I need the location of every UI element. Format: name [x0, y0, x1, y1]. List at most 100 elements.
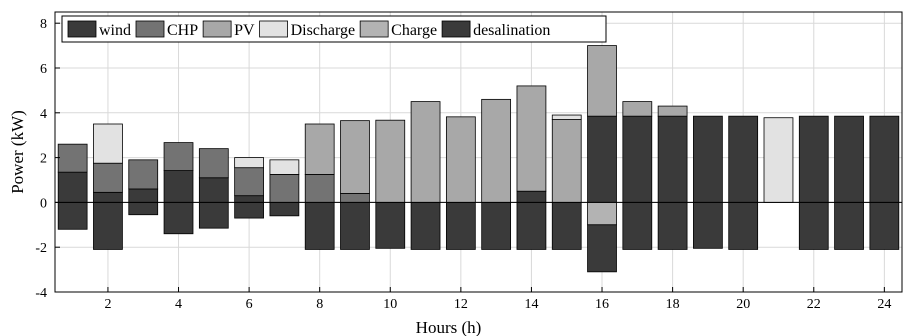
y-tick-label: -4	[35, 286, 47, 301]
bar-wind-hour-5	[198, 177, 229, 203]
bar-pv-hour-12	[445, 116, 476, 203]
legend-swatch-charge	[359, 20, 389, 38]
bar-desalination-hour-5	[198, 201, 229, 229]
bar-pv-hour-10	[375, 119, 406, 203]
bar-chp-hour-2	[93, 162, 123, 193]
bar-desalination-hour-2	[93, 201, 123, 250]
y-tick-label: -2	[35, 241, 47, 256]
bar-wind-hour-20	[728, 115, 759, 203]
legend-swatch-discharge	[259, 20, 288, 38]
bar-wind-hour-6	[234, 195, 264, 203]
bar-wind-hour-23	[834, 115, 864, 203]
legend-swatch-wind	[67, 20, 97, 38]
legend-label-pv: PV	[234, 22, 255, 39]
x-axis-ticks: 2 4 6 8 10 12 14 16 18 20 22 24	[104, 287, 891, 312]
y-tick-label: 0	[40, 196, 47, 211]
x-tick-label: 8	[316, 297, 323, 312]
x-tick-label: 6	[246, 297, 253, 312]
bar-chp-hour-9	[340, 193, 370, 203]
bar-desalination-hour-7	[269, 201, 300, 217]
legend-swatch-desalination	[441, 20, 471, 38]
x-tick-label: 4	[175, 297, 182, 312]
y-tick-label: 8	[40, 17, 47, 32]
bar-discharge-hour-7	[269, 159, 300, 175]
bar-chp-hour-8	[304, 173, 335, 203]
x-tick-label: 2	[104, 297, 111, 312]
bar-desalination-hour-9	[340, 201, 370, 250]
bar-pv-hour-9	[340, 120, 370, 194]
legend-label-desalination: desalination	[473, 22, 550, 39]
bar-pv-hour-15	[551, 119, 582, 203]
y-tick-label: 2	[40, 152, 47, 167]
bar-desalination-hour-8	[304, 201, 335, 250]
x-axis-label: Hours (h)	[416, 318, 482, 336]
bar-wind-hour-4	[163, 170, 194, 203]
legend-label-discharge: Discharge	[291, 22, 356, 39]
bar-pv-hour-18	[657, 105, 688, 117]
bar-desalination-hour-23	[834, 201, 864, 250]
bar-wind-hour-3	[128, 188, 159, 203]
bar-desalination-hour-3	[128, 201, 159, 216]
legend-swatch-chp	[135, 20, 165, 38]
x-tick-label: 16	[595, 297, 609, 312]
plot-frame	[54, 11, 903, 293]
bar-wind-hour-22	[798, 115, 829, 203]
bar-desalination-hour-11	[410, 201, 441, 250]
bar-desalination-hour-13	[481, 201, 512, 250]
bar-desalination-hour-12	[445, 201, 476, 250]
bar-discharge-hour-6	[234, 157, 264, 169]
bar-chp-hour-6	[234, 167, 264, 197]
bar-desalination-hour-16	[587, 224, 617, 273]
bar-chp-hour-1	[57, 143, 88, 173]
bar-chp-hour-3	[128, 159, 159, 190]
bars	[57, 45, 900, 273]
legend-swatch-pv	[202, 20, 232, 38]
bar-desalination-hour-6	[234, 201, 264, 219]
bar-wind-hour-1	[57, 171, 88, 203]
bar-discharge-hour-15	[551, 114, 582, 120]
x-tick-label: 22	[807, 297, 821, 312]
bar-desalination-hour-24	[869, 201, 900, 250]
legend-label-wind: wind	[99, 22, 131, 39]
bar-wind-hour-19	[693, 115, 723, 203]
bar-desalination-hour-19	[693, 201, 723, 249]
bar-pv-hour-16	[587, 45, 617, 117]
bar-pv-hour-13	[481, 98, 512, 203]
y-tick-label: 4	[40, 107, 47, 122]
x-tick-label: 24	[877, 297, 891, 312]
legend-label-charge: Charge	[391, 22, 437, 39]
bar-pv-hour-8	[304, 123, 335, 175]
bar-desalination-hour-17	[622, 201, 653, 250]
bar-wind-hour-2	[93, 191, 123, 203]
bar-wind-hour-17	[622, 115, 653, 203]
bar-desalination-hour-10	[375, 201, 406, 249]
y-axis-ticks: -4 -2 0 2 4 6 8	[35, 17, 60, 301]
bar-wind-hour-16	[587, 115, 617, 203]
bar-discharge-hour-2	[93, 123, 123, 164]
x-tick-label: 14	[524, 297, 538, 312]
x-tick-label: 12	[454, 297, 468, 312]
bar-desalination-hour-15	[551, 201, 582, 250]
y-axis-label: Power (kW)	[8, 110, 27, 194]
bar-pv-hour-17	[622, 101, 653, 117]
y-tick-label: 6	[40, 62, 47, 77]
bar-pv-hour-14	[516, 85, 547, 192]
bar-desalination-hour-14	[516, 201, 547, 250]
bar-chp-hour-7	[269, 173, 300, 203]
legend-label-chp: CHP	[167, 22, 198, 39]
bar-desalination-hour-22	[798, 201, 829, 250]
legend: wind CHP PV Discharge Charge desalination	[61, 15, 607, 43]
bar-wind-hour-18	[657, 115, 688, 203]
bar-discharge-hour-21	[763, 117, 794, 203]
bar-wind-hour-14	[516, 190, 547, 203]
bar-wind-hour-24	[869, 115, 900, 203]
x-tick-label: 18	[666, 297, 680, 312]
bar-desalination-hour-20	[728, 201, 759, 250]
bar-charge-hour-16	[587, 201, 617, 226]
x-tick-label: 20	[736, 297, 750, 312]
bar-desalination-hour-4	[163, 201, 194, 235]
x-tick-label: 10	[383, 297, 397, 312]
bar-desalination-hour-18	[657, 201, 688, 250]
bar-desalination-hour-1	[57, 201, 88, 230]
